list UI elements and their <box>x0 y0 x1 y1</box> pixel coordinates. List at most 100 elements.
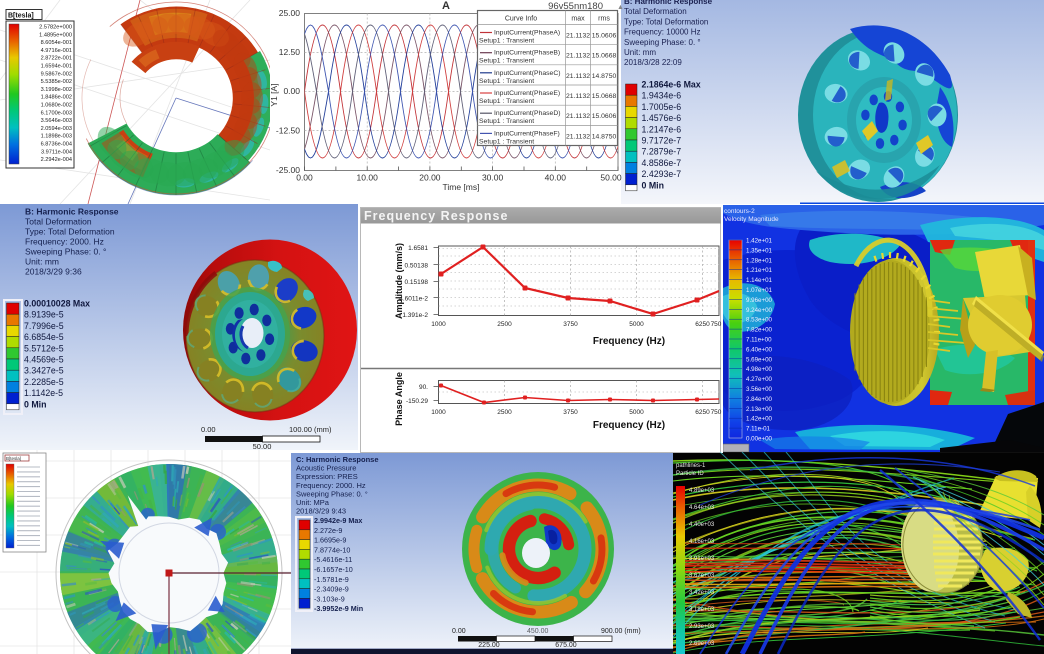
svg-text:1.1142e-5: 1.1142e-5 <box>24 388 63 398</box>
svg-text:Sweeping Phase: 0. °: Sweeping Phase: 0. ° <box>25 247 106 257</box>
svg-text:Y1 [A]: Y1 [A] <box>269 83 279 106</box>
svg-text:3.42e+03: 3.42e+03 <box>689 590 715 596</box>
svg-text:Frequency: 2000. Hz: Frequency: 2000. Hz <box>296 481 366 490</box>
svg-text:Unit: mm: Unit: mm <box>624 48 656 57</box>
svg-text:4.98e+00: 4.98e+00 <box>746 366 773 373</box>
svg-text:1.07e+01: 1.07e+01 <box>746 287 773 294</box>
svg-text:B[tesla]: B[tesla] <box>6 456 21 461</box>
svg-text:Setup1 : Transient: Setup1 : Transient <box>479 98 534 105</box>
svg-text:21.1132: 21.1132 <box>566 113 590 120</box>
svg-text:2.1864e-6 Max: 2.1864e-6 Max <box>642 80 701 90</box>
svg-text:6.1700e-003: 6.1700e-003 <box>41 110 72 116</box>
svg-text:3.67e+03: 3.67e+03 <box>689 573 715 579</box>
svg-text:25.00: 25.00 <box>279 8 301 18</box>
svg-text:750: 750 <box>711 321 722 328</box>
svg-text:1.6594e-001: 1.6594e-001 <box>41 64 72 70</box>
svg-text:2.2285e-5: 2.2285e-5 <box>24 377 64 387</box>
svg-text:-150.29: -150.29 <box>406 398 428 405</box>
svg-text:21.1132: 21.1132 <box>566 133 590 140</box>
svg-text:Particle ID: Particle ID <box>676 471 704 477</box>
svg-text:1.9434e-6: 1.9434e-6 <box>642 91 682 101</box>
svg-text:40.00: 40.00 <box>545 173 567 183</box>
svg-text:InputCurrent(PhaseB): InputCurrent(PhaseB) <box>494 50 560 57</box>
svg-text:7.2879e-7: 7.2879e-7 <box>642 147 682 157</box>
svg-text:15.0668: 15.0668 <box>592 93 617 100</box>
svg-text:7.11e+00: 7.11e+00 <box>746 337 772 344</box>
svg-text:3.56e+00: 3.56e+00 <box>746 386 773 393</box>
svg-text:Acoustic Pressure: Acoustic Pressure <box>296 464 356 473</box>
svg-text:6.40e+00: 6.40e+00 <box>746 346 773 353</box>
svg-text:InputCurrent(PhaseE): InputCurrent(PhaseE) <box>494 90 560 97</box>
svg-text:B: Harmonic Response: B: Harmonic Response <box>624 0 713 6</box>
svg-text:Type: Total Deformation: Type: Total Deformation <box>25 227 115 237</box>
svg-text:2018/3/29 9:43: 2018/3/29 9:43 <box>296 507 346 516</box>
svg-text:Frequency Response: Frequency Response <box>364 209 508 223</box>
svg-text:-25.00: -25.00 <box>276 165 300 175</box>
svg-text:6250: 6250 <box>695 321 710 328</box>
svg-text:Setup1 : Transient: Setup1 : Transient <box>479 138 534 145</box>
svg-text:2.9942e-9 Max: 2.9942e-9 Max <box>314 516 362 525</box>
svg-text:90.: 90. <box>419 384 428 391</box>
svg-text:rms: rms <box>598 16 610 23</box>
svg-text:Velocity Magnitude: Velocity Magnitude <box>724 216 779 223</box>
svg-text:-3.9952e-9 Min: -3.9952e-9 Min <box>314 604 363 613</box>
svg-text:225.00: 225.00 <box>478 642 500 649</box>
svg-text:50.00: 50.00 <box>600 173 622 183</box>
svg-text:3.3427e-5: 3.3427e-5 <box>24 366 64 376</box>
svg-text:Setup1 : Transient: Setup1 : Transient <box>479 78 534 85</box>
svg-text:2.13e+00: 2.13e+00 <box>746 406 773 413</box>
svg-text:4.8586e-7: 4.8586e-7 <box>642 158 682 168</box>
svg-text:Frequency: 10000 Hz: Frequency: 10000 Hz <box>624 28 701 37</box>
svg-text:2.84e+00: 2.84e+00 <box>746 396 773 403</box>
svg-text:5.5712e-5: 5.5712e-5 <box>24 343 64 353</box>
svg-text:1000: 1000 <box>431 321 446 328</box>
svg-text:6.8736e-004: 6.8736e-004 <box>41 142 72 148</box>
svg-text:2.4293e-7: 2.4293e-7 <box>642 169 682 179</box>
svg-text:750: 750 <box>711 409 722 416</box>
svg-text:▲: ▲ <box>617 4 624 11</box>
svg-text:15.0606: 15.0606 <box>592 113 617 120</box>
svg-text:0.00: 0.00 <box>201 425 216 434</box>
svg-text:InputCurrent(PhaseD): InputCurrent(PhaseD) <box>494 110 561 117</box>
svg-text:4.4569e-5: 4.4569e-5 <box>24 355 64 365</box>
svg-text:Frequency (Hz): Frequency (Hz) <box>593 336 665 347</box>
svg-text:21.1132: 21.1132 <box>566 53 590 60</box>
svg-text:1.42e+00: 1.42e+00 <box>746 416 773 423</box>
svg-text:2018/3/29 9:36: 2018/3/29 9:36 <box>25 267 82 277</box>
svg-text:4.64e+03: 4.64e+03 <box>689 505 715 511</box>
svg-text:1.35e+01: 1.35e+01 <box>746 247 773 254</box>
svg-text:max: max <box>571 16 585 23</box>
svg-text:0.00: 0.00 <box>283 86 300 96</box>
svg-text:0.15198: 0.15198 <box>405 279 429 286</box>
svg-text:21.1132: 21.1132 <box>566 93 590 100</box>
svg-text:9.24e+00: 9.24e+00 <box>746 307 773 314</box>
svg-text:0.00010028 Max: 0.00010028 Max <box>24 299 90 309</box>
svg-text:50.00: 50.00 <box>253 442 272 451</box>
svg-text:1.4895e+000: 1.4895e+000 <box>39 32 72 38</box>
svg-text:2018/3/28 22:09: 2018/3/28 22:09 <box>624 58 682 67</box>
svg-text:9.96e+00: 9.96e+00 <box>746 297 773 304</box>
svg-text:1000: 1000 <box>431 409 446 416</box>
svg-text:InputCurrent(PhaseF): InputCurrent(PhaseF) <box>494 130 560 137</box>
svg-text:2.69e+03: 2.69e+03 <box>689 641 715 647</box>
svg-text:7.11e-01: 7.11e-01 <box>746 426 771 433</box>
svg-text:Total Deformation: Total Deformation <box>25 217 92 227</box>
svg-text:20.00: 20.00 <box>419 173 441 183</box>
svg-text:Sweeping Phase: 0. °: Sweeping Phase: 0. ° <box>296 489 368 498</box>
svg-text:-12.50: -12.50 <box>276 126 300 136</box>
svg-text:0.50138: 0.50138 <box>405 263 429 270</box>
svg-text:Frequency (Hz): Frequency (Hz) <box>593 420 665 431</box>
svg-text:0.00: 0.00 <box>296 173 313 183</box>
svg-text:6.6854e-5: 6.6854e-5 <box>24 332 64 342</box>
svg-text:8.6054e-001: 8.6054e-001 <box>41 40 72 46</box>
svg-text:5000: 5000 <box>629 409 644 416</box>
svg-text:3750: 3750 <box>563 409 578 416</box>
svg-text:15.0668: 15.0668 <box>592 53 617 60</box>
svg-text:Setup1 : Transient: Setup1 : Transient <box>479 38 534 45</box>
svg-text:21.1132: 21.1132 <box>566 73 590 80</box>
svg-text:30.00: 30.00 <box>482 173 504 183</box>
svg-text:3750: 3750 <box>563 321 578 328</box>
svg-text:2.272e-9: 2.272e-9 <box>314 526 342 535</box>
svg-text:1.0680e-002: 1.0680e-002 <box>41 103 72 109</box>
svg-text:14.8750: 14.8750 <box>592 73 617 80</box>
